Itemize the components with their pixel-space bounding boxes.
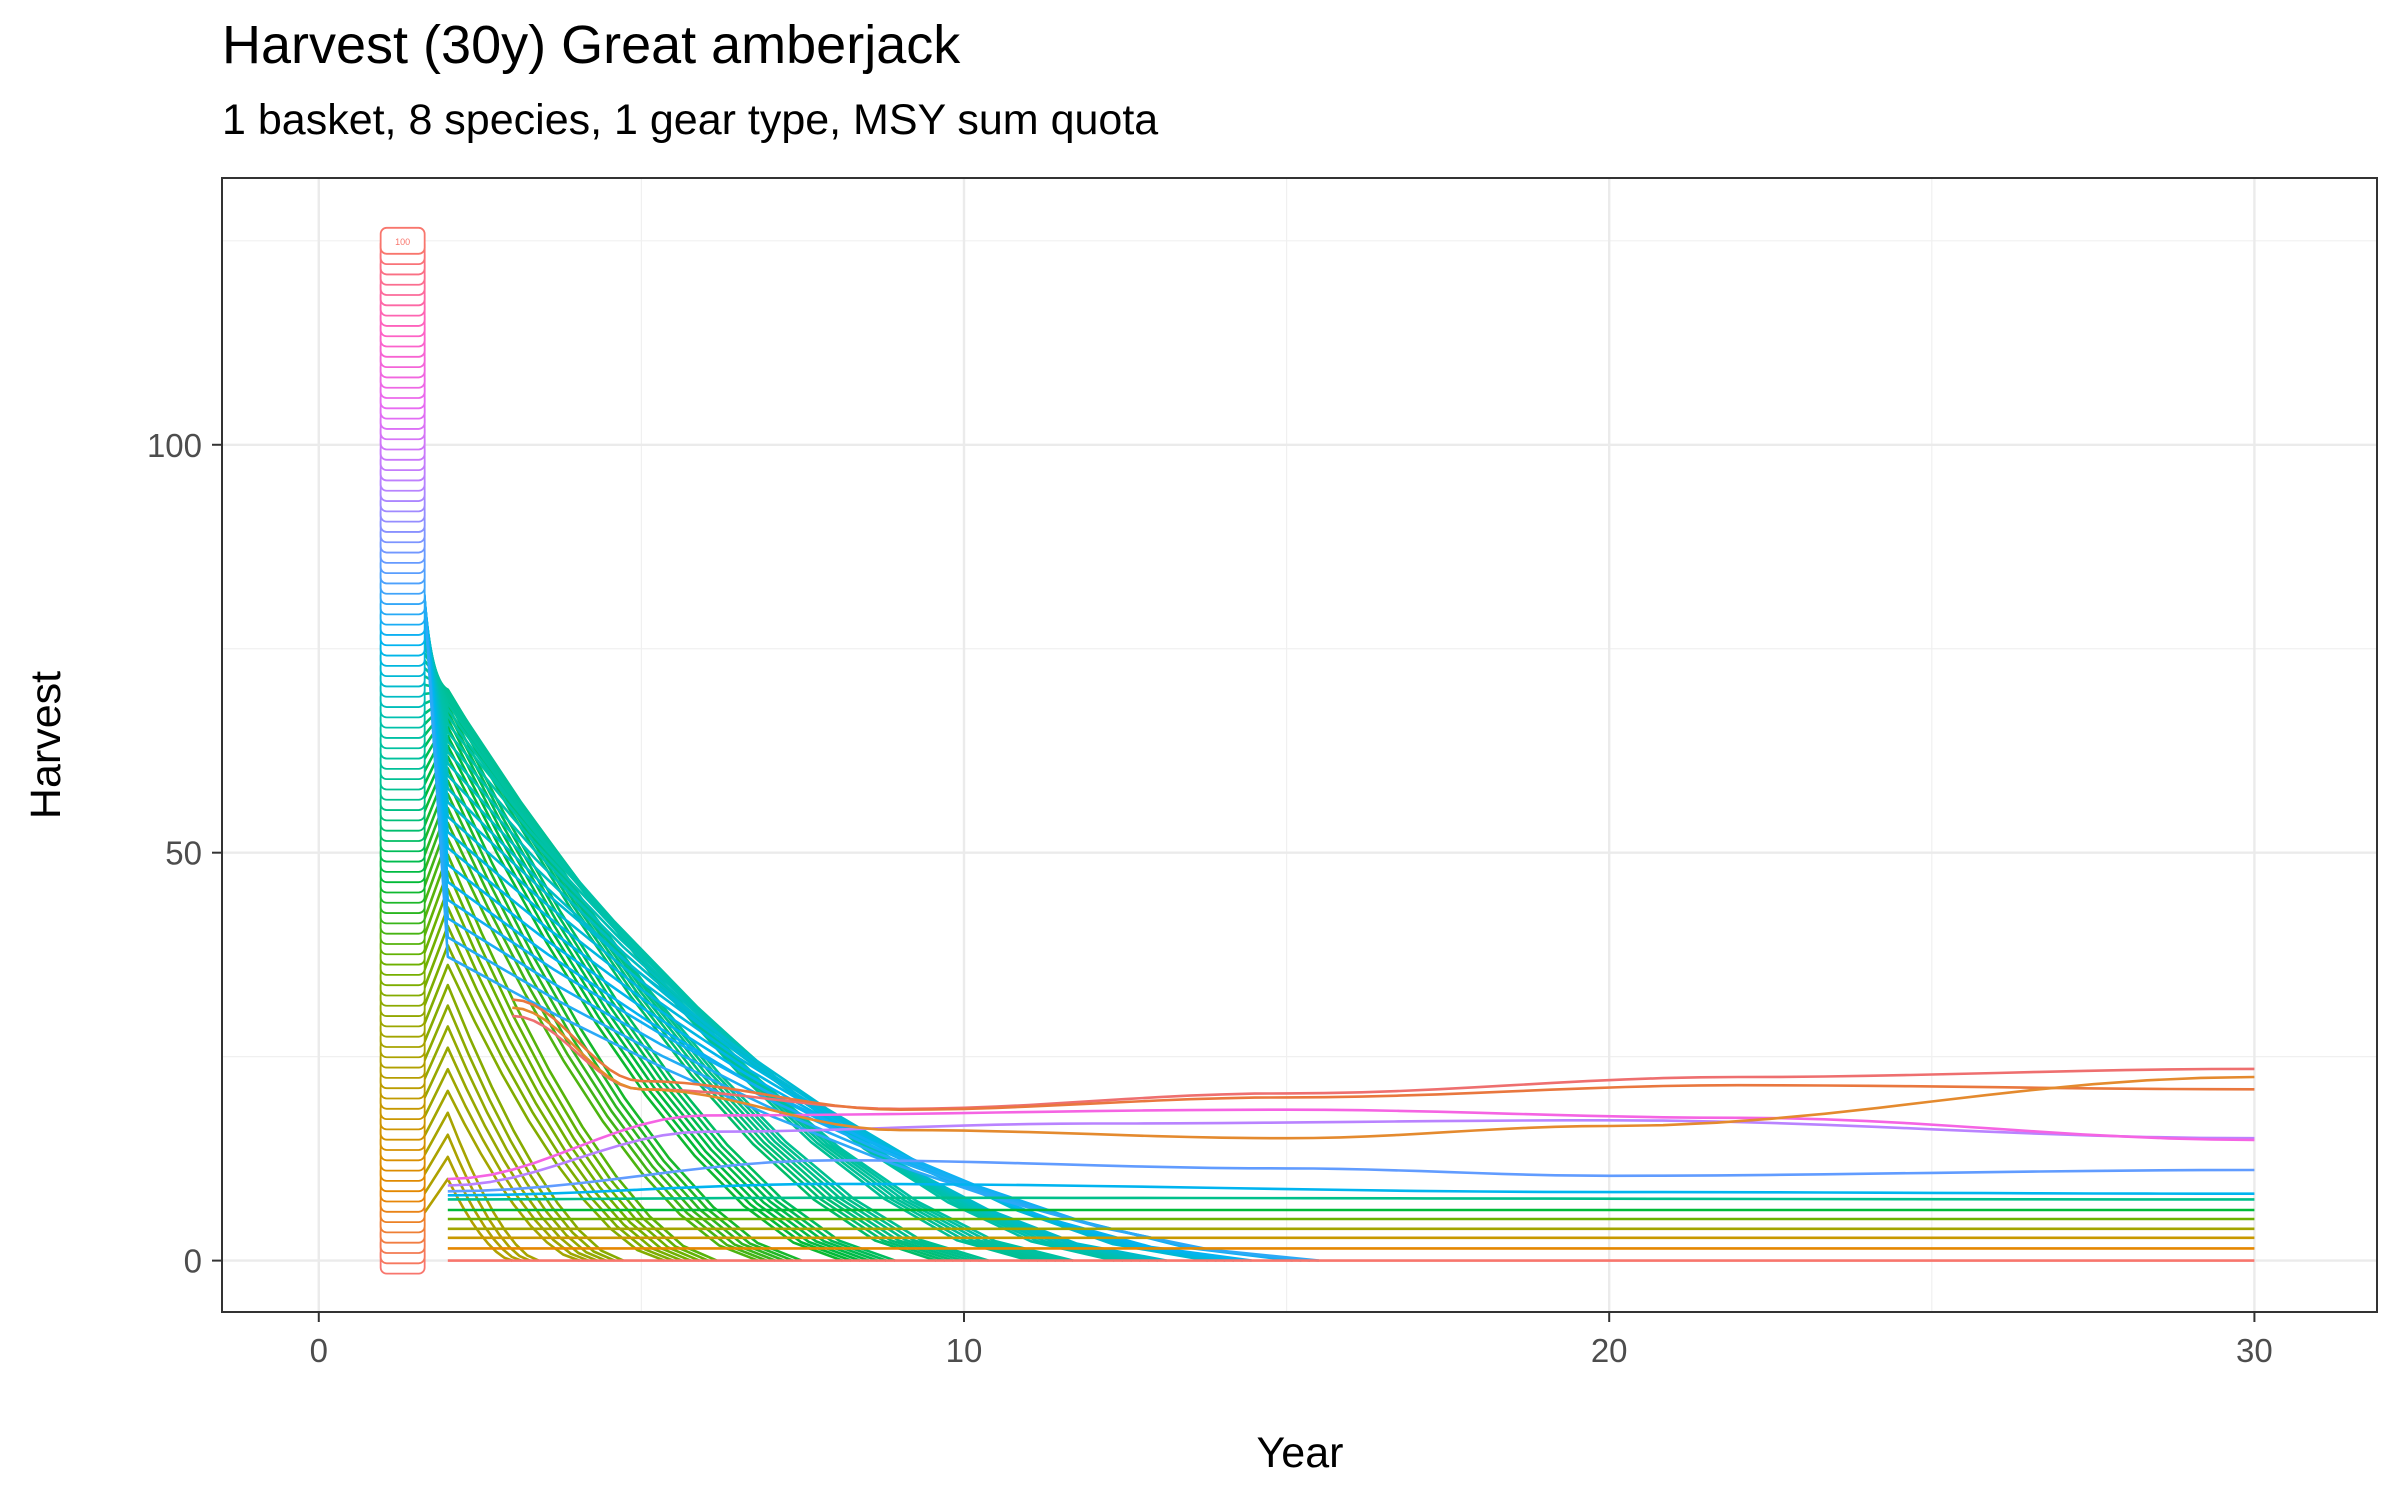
series-line — [401, 755, 844, 1262]
series-line — [401, 547, 1074, 1262]
series-line — [447, 1159, 2255, 1193]
point-label-box — [379, 226, 426, 255]
series-line — [401, 1111, 540, 1262]
series-line — [401, 464, 1150, 1262]
x-tick-label: 20 — [1591, 1332, 1628, 1369]
series-line — [401, 983, 624, 1262]
chart-subtitle: 1 basket, 8 species, 1 gear type, MSY su… — [222, 96, 1159, 144]
series-line — [512, 998, 2255, 1111]
series-line — [401, 887, 700, 1262]
axes: 0 10 20 30 0 50 100 — [147, 427, 2273, 1369]
series-line — [401, 447, 1159, 1262]
chart-title: Harvest (30y) Great amberjack — [222, 15, 961, 75]
y-axis-title: Harvest — [22, 671, 70, 819]
series-line — [401, 725, 870, 1262]
y-tick-label: 100 — [147, 427, 202, 464]
series-line — [401, 792, 785, 1262]
series-line — [401, 1025, 607, 1262]
x-tick-label: 10 — [946, 1332, 983, 1369]
series-line — [401, 963, 665, 1262]
series-line — [401, 1067, 589, 1262]
series-line — [447, 1119, 2255, 1187]
label-column: 100 — [379, 226, 426, 1275]
series-line — [401, 331, 1252, 1262]
plot-panel-border — [221, 177, 2378, 1313]
series-line — [401, 298, 1302, 1262]
series-line — [401, 924, 683, 1262]
x-tick-label: 30 — [2236, 1332, 2273, 1369]
series-line — [401, 744, 852, 1262]
y-tick-label: 0 — [184, 1243, 202, 1280]
top-point-label: 100 — [395, 237, 410, 247]
series-line — [447, 1182, 2255, 1197]
series-line — [401, 1004, 616, 1262]
x-axis-title: Year — [1257, 1429, 1344, 1477]
series-line — [447, 1196, 2255, 1201]
grid — [222, 178, 2377, 1312]
series-line — [512, 1006, 2255, 1140]
series-group — [401, 265, 2255, 1262]
y-tick-label: 50 — [165, 835, 202, 872]
series-line — [447, 1108, 2255, 1181]
series-line — [401, 906, 692, 1262]
series-line — [401, 1046, 598, 1262]
x-tick-label: 0 — [310, 1332, 328, 1369]
